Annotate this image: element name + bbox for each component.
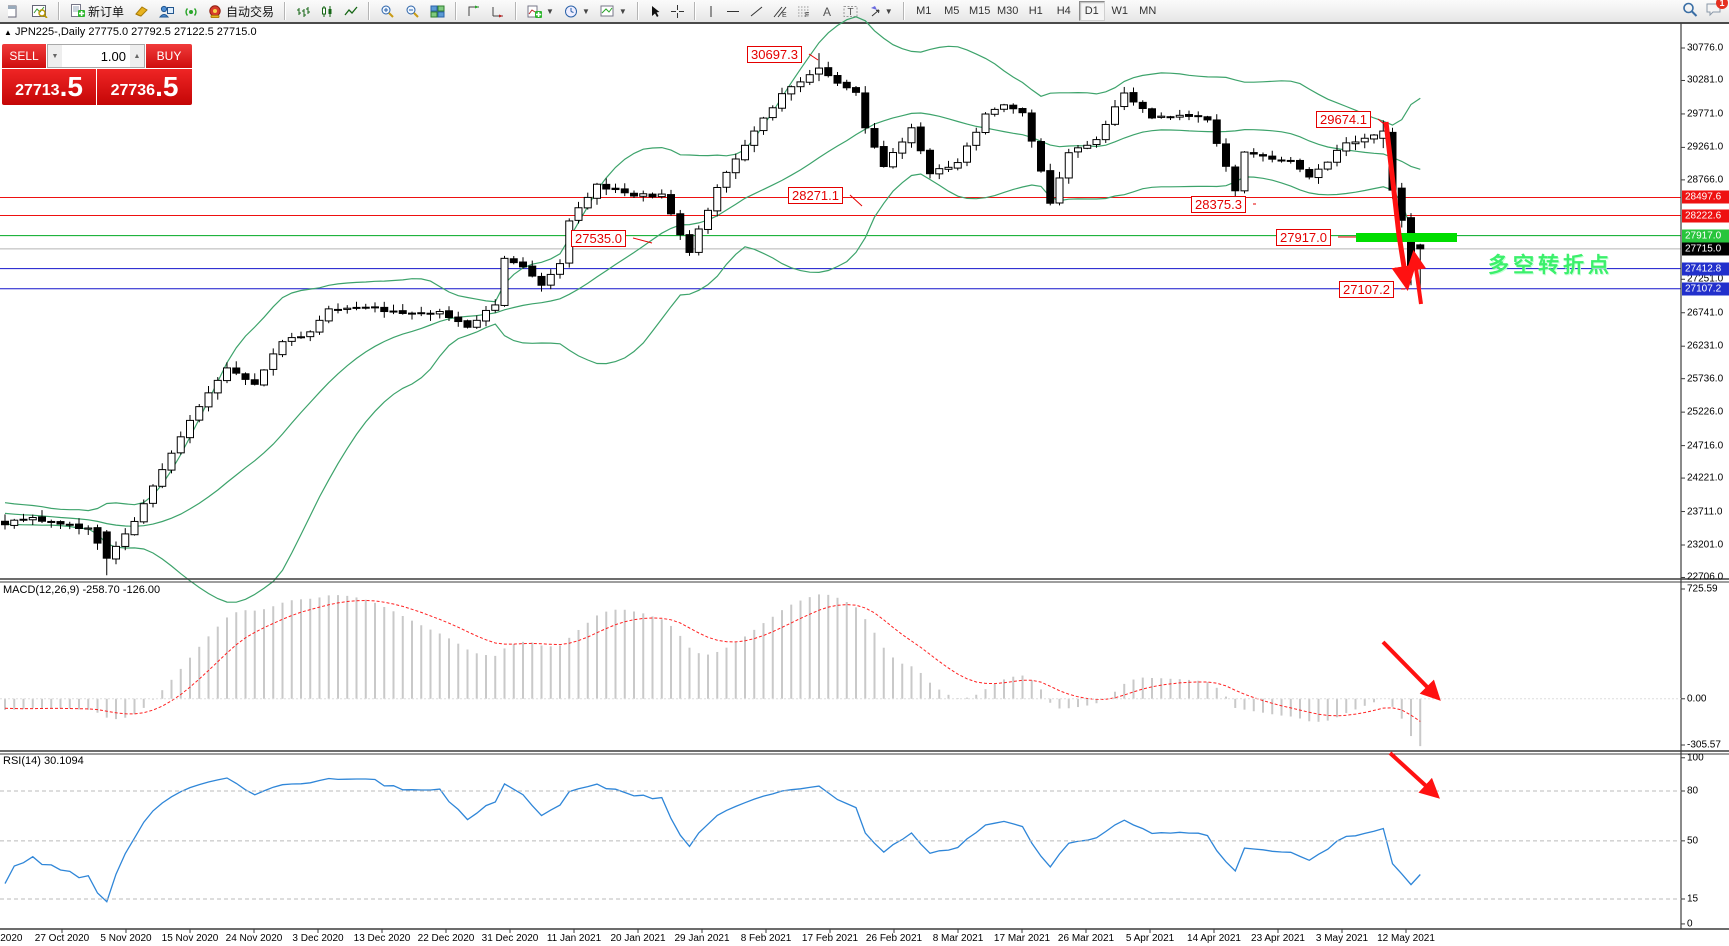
price-callout-label[interactable]: 28375.3	[1191, 196, 1246, 213]
timeframe-w1[interactable]: W1	[1111, 5, 1128, 17]
period-button[interactable]: ▼	[559, 0, 595, 22]
new-order-label: 新订单	[88, 4, 125, 19]
volume-input[interactable]: 1.00	[100, 48, 126, 64]
new-order-icon	[71, 4, 85, 17]
svg-text:A: A	[823, 5, 831, 18]
shapes-button[interactable]: ▼	[863, 0, 898, 22]
timeframe-m5[interactable]: M5	[944, 5, 960, 17]
autotrading-label: 自动交易	[226, 4, 275, 19]
one-click-trading-widget: SELL ▼ 1.00 ▲ BUY 27713.5 27736.5	[2, 44, 192, 105]
timeframe-d1[interactable]: D1	[1078, 1, 1105, 21]
rsi-line	[4, 777, 1421, 903]
timeframe-m1[interactable]: M1	[916, 5, 932, 17]
candlestick-icon[interactable]	[315, 0, 339, 22]
price-callout-label[interactable]: 30697.3	[747, 46, 802, 63]
sell-price-panel[interactable]: 27713.5	[2, 69, 96, 105]
trend-arrow-2	[1381, 640, 1441, 701]
chat-button[interactable]: 1	[1706, 0, 1728, 20]
price-callout-label[interactable]: 29674.1	[1316, 111, 1371, 128]
zoom-in-icon[interactable]	[375, 0, 400, 22]
arrange-tile-icon[interactable]	[486, 0, 510, 22]
panel-frames	[0, 23, 1729, 933]
horizontal-line-icon[interactable]	[721, 0, 745, 22]
chat-badge: 1	[1716, 0, 1728, 9]
rsi-layer	[4, 777, 1421, 903]
timeframe-h1[interactable]: H1	[1028, 5, 1043, 17]
label-icon[interactable]: T	[838, 0, 863, 22]
chevron-down-icon: ▼	[618, 6, 627, 16]
support-zone-rectangle	[1356, 233, 1457, 242]
strategy-tester-icon[interactable]	[154, 0, 179, 22]
price-callout-label[interactable]: 27107.2	[1339, 281, 1394, 298]
trend-arrow-3	[1388, 751, 1440, 799]
vertical-line-icon[interactable]	[701, 0, 721, 22]
timeframe-m15[interactable]: M15	[969, 5, 991, 17]
buy-price-panel[interactable]: 27736.5	[97, 69, 192, 105]
svg-text:F: F	[805, 12, 809, 18]
macd-signal	[4, 599, 1421, 722]
chart-annotation-text[interactable]: 多空转折点	[1488, 254, 1613, 277]
volume-increase-button[interactable]: ▲	[130, 45, 144, 67]
crosshair-icon[interactable]	[666, 0, 689, 22]
sell-price-pips: .5	[59, 71, 83, 102]
timeframe-group: M1 M5 M15 M30 H1 H4 D1 W1 MN	[907, 0, 1165, 22]
price-callout-label[interactable]: 27535.0	[571, 230, 626, 247]
shapes-icon	[870, 5, 880, 16]
chevron-down-icon: ▼	[546, 6, 554, 16]
chart-preview-icon[interactable]	[27, 0, 53, 22]
text-icon[interactable]: A	[816, 0, 838, 22]
volume-box: ▼ 1.00 ▲	[47, 44, 145, 68]
bollinger-bands	[4, 16, 1421, 603]
timeframe-m30[interactable]: M30	[997, 5, 1019, 17]
template-icon	[600, 5, 614, 16]
trendline-icon[interactable]	[745, 0, 768, 22]
cursor-icon[interactable]	[644, 0, 666, 22]
autotrading-icon	[209, 4, 221, 18]
autotrading-button[interactable]: 自动交易	[203, 0, 279, 22]
macd-signal-line	[4, 599, 1421, 722]
period-icon	[564, 5, 577, 17]
price-callout-label[interactable]: 27917.0	[1276, 229, 1331, 246]
drawn-objects[interactable]	[632, 53, 1457, 799]
channel-icon[interactable]: E	[768, 0, 792, 22]
svg-text:T: T	[847, 7, 853, 18]
timeframe-h4[interactable]: H4	[1056, 5, 1071, 17]
add-indicator-button[interactable]: ▼	[522, 0, 559, 22]
candles-layer	[1, 53, 1425, 576]
macd-histogram	[4, 594, 1422, 747]
fibonacci-icon[interactable]: F	[792, 0, 816, 22]
sell-button[interactable]: SELL	[2, 44, 46, 68]
arrange-cascade-icon[interactable]	[462, 0, 486, 22]
zoom-out-icon[interactable]	[400, 0, 425, 22]
chevron-down-icon: ▼	[581, 6, 590, 16]
svg-text:E: E	[782, 12, 787, 18]
bar-chart-icon[interactable]	[291, 0, 315, 22]
volume-decrease-button[interactable]: ▼	[48, 45, 62, 67]
search-icon[interactable]	[1682, 2, 1698, 20]
buy-price-pips: .5	[155, 71, 179, 102]
new-order-button[interactable]: 新订单	[65, 0, 129, 22]
buy-price: 27736	[110, 82, 156, 99]
trend-arrow-1	[1406, 250, 1427, 305]
chevron-down-icon: ▼	[884, 6, 893, 16]
metaeditor-icon[interactable]	[129, 0, 154, 22]
timeframe-mn[interactable]: MN	[1139, 5, 1157, 17]
window-icon[interactable]	[3, 0, 27, 22]
level-lines	[0, 196, 1681, 290]
buy-button[interactable]: BUY	[146, 44, 192, 68]
template-button[interactable]: ▼	[595, 0, 632, 22]
tile-windows-icon[interactable]	[425, 0, 450, 22]
sell-price: 27713	[15, 82, 60, 99]
signals-icon[interactable]	[179, 0, 203, 22]
price-callout-label[interactable]: 28271.1	[788, 187, 843, 204]
add-indicator-icon	[527, 5, 543, 18]
trend-arrow-0	[1383, 121, 1417, 291]
line-chart-icon[interactable]	[339, 0, 363, 22]
